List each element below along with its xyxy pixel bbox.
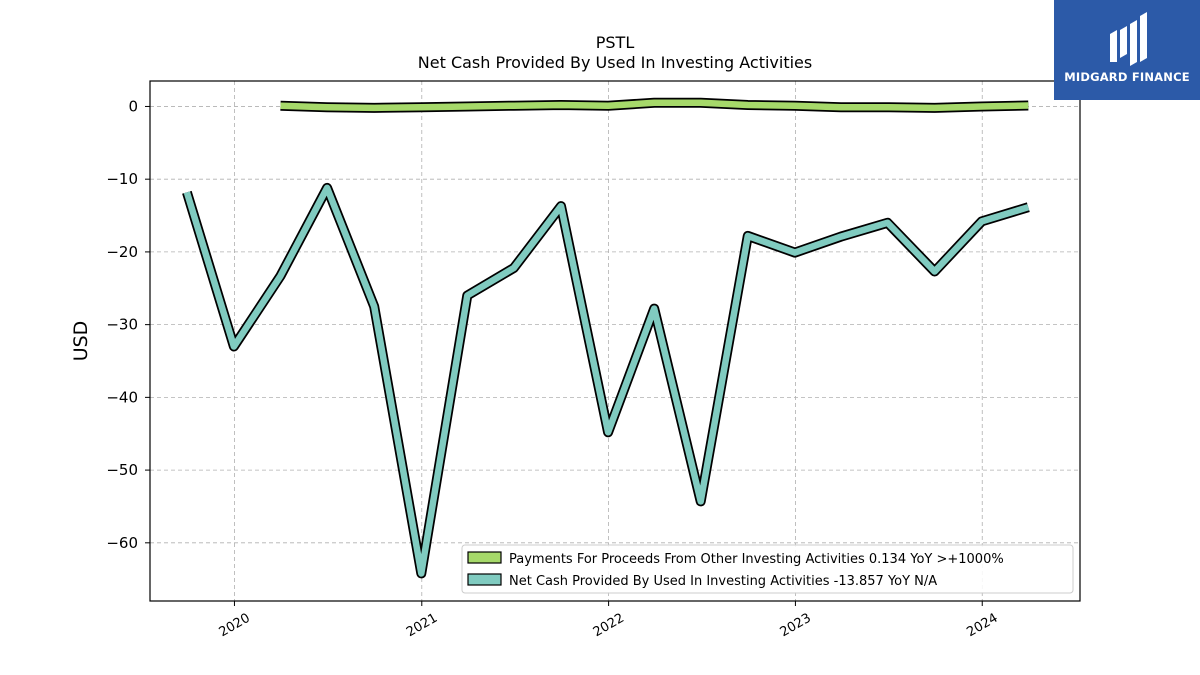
series-line-1 [183,184,1030,577]
legend-box [461,544,1074,594]
y-axis-label: USD [70,321,92,362]
legend-swatch-net-cash [467,573,502,586]
legend-entry-net-cash: Net Cash Provided By Used In Investing A… [509,574,937,589]
logo-mark-icon [1110,12,1147,66]
y-tick-label: −30 [106,316,138,334]
gridlines [150,81,1080,601]
y-tick-label: −60 [106,534,138,552]
legend: Payments For Proceeds From Other Investi… [461,544,1074,594]
x-tick-label: 2023 [778,611,814,641]
logo-text: MIDGARD FINANCE [1064,70,1190,84]
plot-frame [149,80,1081,602]
legend-entry-payments: Payments For Proceeds From Other Investi… [509,552,1004,567]
y-tick-label: −50 [106,461,138,479]
legend-swatch-payments [467,551,502,564]
midgard-finance-logo: MIDGARD FINANCE [1054,0,1200,100]
y-tick-label: −20 [106,243,138,261]
chart-subtitle: Net Cash Provided By Used In Investing A… [418,53,812,72]
x-axis-ticks: 2020 2021 2022 2023 2024 [217,601,1001,640]
chart-title: PSTL [596,33,635,52]
x-tick-label: 2021 [404,611,440,641]
y-axis-ticks: 0 −10 −20 −30 −40 −50 −60 [106,97,150,552]
y-tick-label: −40 [106,388,138,406]
x-tick-label: 2024 [964,611,1000,641]
x-tick-label: 2020 [217,611,253,641]
series-outline-1 [182,182,1030,579]
y-tick-label: 0 [128,97,138,115]
series-layer [182,97,1030,579]
y-tick-label: −10 [106,170,138,188]
x-tick-label: 2022 [591,611,627,641]
